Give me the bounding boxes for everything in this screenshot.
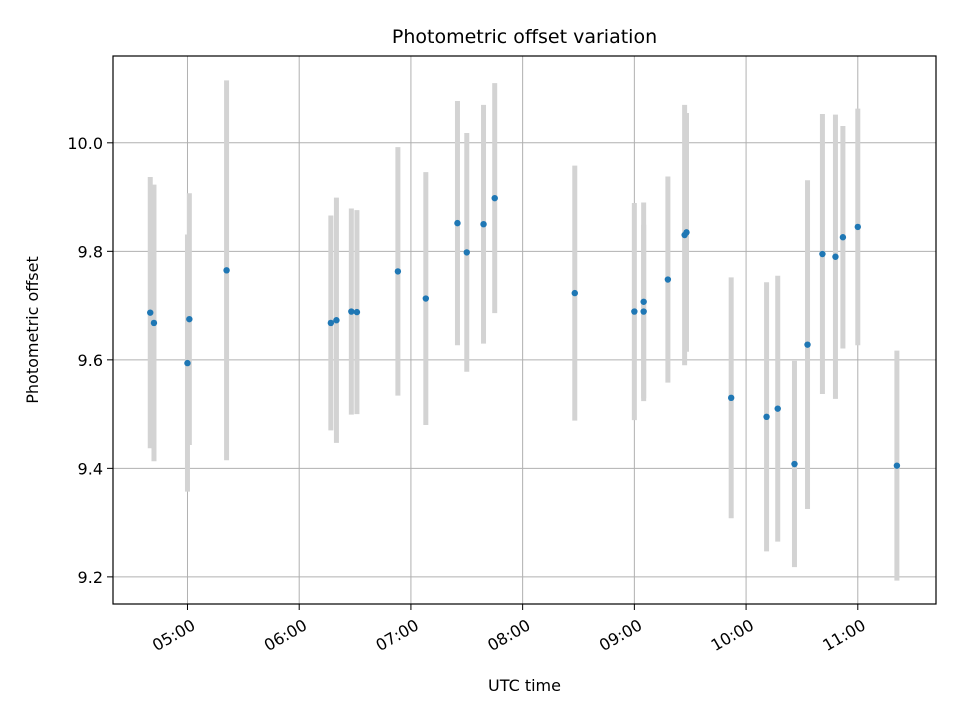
x-tick-label: 09:00 (596, 615, 645, 655)
x-axis-ticks: 05:00 06:00 07:00 08:00 09:00 10:00 11:00 (149, 604, 869, 655)
data-point (184, 359, 191, 367)
data-point (394, 268, 402, 275)
error-bars (147, 80, 900, 581)
x-axis-label: UTC time (488, 676, 561, 695)
data-point (631, 308, 638, 315)
data-point (804, 341, 811, 348)
data-point (186, 315, 193, 323)
data-point (150, 319, 158, 327)
data-points (147, 194, 901, 469)
y-axis-label: Photometric offset (23, 256, 42, 404)
plot-frame (112, 55, 937, 605)
y-tick-label: 9.8 (78, 242, 103, 261)
data-point (791, 460, 798, 468)
data-point (640, 298, 647, 305)
y-axis-ticks: 9.2 9.4 9.6 9.8 10.0 (67, 134, 113, 587)
data-point (463, 249, 470, 256)
data-point (819, 250, 826, 258)
data-point (664, 276, 672, 283)
data-point (348, 308, 355, 315)
x-tick-label: 11:00 (819, 615, 868, 655)
x-tick-label: 06:00 (261, 615, 310, 655)
data-point (774, 405, 781, 412)
data-point (491, 194, 498, 202)
data-point (763, 413, 770, 421)
data-point (422, 295, 430, 302)
y-tick-label: 9.6 (78, 351, 103, 370)
x-tick-label: 10:00 (708, 615, 757, 655)
data-point (353, 308, 361, 316)
grid-lines (113, 56, 936, 604)
data-point (683, 229, 690, 236)
y-tick-label: 9.2 (78, 568, 103, 587)
data-point (832, 253, 839, 260)
data-point (727, 394, 735, 402)
data-point (640, 308, 647, 315)
data-point (571, 289, 578, 297)
data-point (893, 462, 901, 469)
data-point (327, 319, 335, 327)
chart-title: Photometric offset variation (392, 26, 657, 48)
data-point (839, 234, 847, 241)
data-point (147, 309, 154, 316)
data-point (854, 223, 861, 231)
x-tick-label: 07:00 (372, 615, 421, 655)
data-point (480, 220, 487, 228)
x-tick-label: 05:00 (149, 615, 198, 655)
data-point (333, 317, 340, 324)
data-point (454, 219, 461, 227)
x-tick-label: 08:00 (484, 615, 533, 655)
data-point (223, 267, 230, 274)
y-tick-label: 10.0 (67, 134, 103, 153)
y-tick-label: 9.4 (78, 459, 103, 478)
